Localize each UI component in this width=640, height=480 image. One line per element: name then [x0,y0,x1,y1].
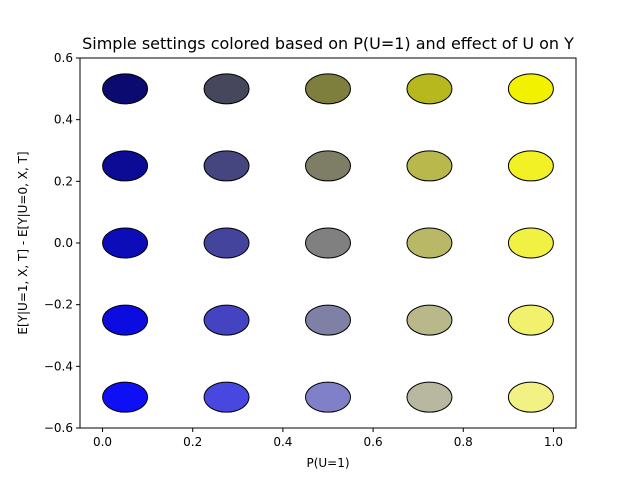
data-point-15 [102,304,149,336]
data-point-24 [507,381,554,413]
data-point-18 [406,304,453,336]
data-point-10 [102,227,149,259]
y-tick-label: 0.6 [54,51,73,65]
y-tick-label: 0.0 [54,236,73,250]
y-tick-label: −0.2 [44,298,73,312]
x-axis-label: P(U=1) [306,456,349,470]
data-point-13 [406,227,453,259]
data-point-4 [507,73,554,105]
plot-area: 0.0 0.2 0.4 0.6 0.8 1.0 −0.6 −0.4 −0.2 0.0 0.2 0.4 0… [44,51,577,449]
data-point-16 [203,304,250,336]
data-point-23 [406,381,453,413]
data-point-1 [203,73,250,105]
data-point-17 [305,304,351,336]
x-tick-label: 0.4 [273,435,292,449]
y-axis-label: E[Y|U=1, X, T] - E[Y|U=0, X, T] [16,151,30,334]
data-point-6 [203,150,250,182]
data-point-7 [305,150,351,182]
data-point-8 [406,150,453,182]
y-tick-label: −0.6 [44,421,73,435]
data-point-3 [406,73,453,105]
x-tick-label: 0.2 [183,435,202,449]
x-tick-label: 0.6 [364,435,383,449]
data-point-19 [507,304,554,336]
data-point-11 [203,227,250,259]
data-point-2 [305,73,351,105]
x-tick-label: 0.0 [93,435,112,449]
data-point-0 [102,73,149,105]
data-point-12 [305,227,351,259]
data-point-14 [507,227,554,259]
data-point-22 [305,381,351,413]
data-point-5 [102,150,149,182]
x-tick-label: 1.0 [544,435,563,449]
data-point-20 [102,381,149,413]
x-tick-label: 0.8 [454,435,473,449]
y-tick-label: 0.4 [54,113,73,127]
data-point-9 [507,150,554,182]
y-tick-label: −0.4 [44,359,73,373]
chart-title: Simple settings colored based on P(U=1) … [82,34,574,53]
data-point-21 [203,381,250,413]
y-tick-label: 0.2 [54,174,73,188]
